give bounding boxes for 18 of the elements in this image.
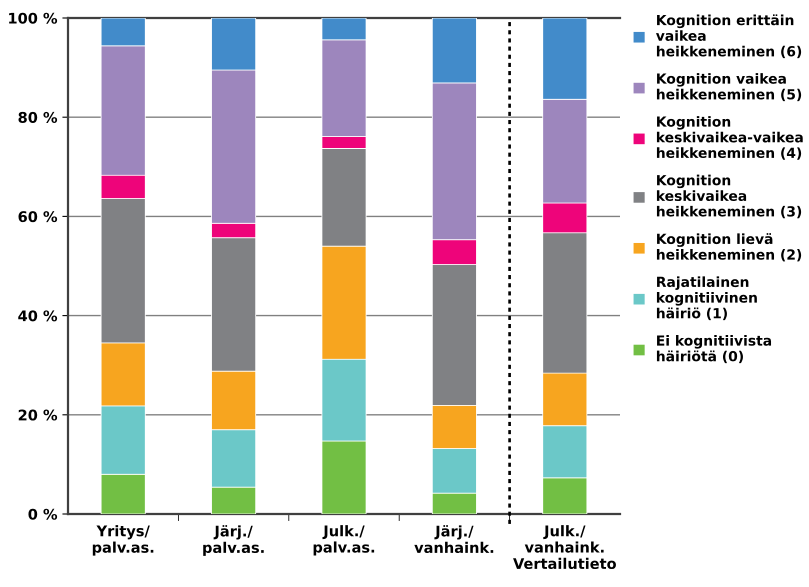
x-tick-label: Järj./ vanhaink. bbox=[414, 525, 494, 554]
y-tick-label: 60 % bbox=[18, 211, 58, 222]
legend-label: Kognition lievä heikkeneminen (2) bbox=[656, 233, 802, 262]
legend-label: Kognition erittäin vaikea heikkeneminen (6) bbox=[656, 14, 802, 58]
y-tick-label: 20 % bbox=[18, 410, 58, 421]
legend-label: Kognition vaikea heikkeneminen (5) bbox=[656, 73, 802, 102]
legend-label: Rajatilainen kognitiivinen häiriö (1) bbox=[656, 276, 757, 320]
x-tick-label: Yritys/ palv.as. bbox=[92, 525, 154, 556]
x-tick-label: Järj./ palv.as. bbox=[203, 525, 264, 556]
legend-label: Kognition keskivaikea heikkeneminen (3) bbox=[656, 174, 802, 218]
y-tick-label: 40 % bbox=[18, 310, 58, 322]
legend-label: Ei kognitiivista häiriötä (0) bbox=[656, 335, 772, 364]
y-tick-label: 0 % bbox=[28, 508, 58, 520]
x-tick-label: Julk./ palv.as. bbox=[314, 525, 374, 556]
y-tick-label: 80 % bbox=[18, 112, 58, 123]
x-tick-label: Julk./ vanhaink. Vertailutieto bbox=[513, 525, 616, 570]
y-tick-label: 100 % bbox=[9, 12, 58, 24]
legend-label: Kognition keskivaikea-vaikea heikkeneminen (4) bbox=[656, 116, 803, 160]
